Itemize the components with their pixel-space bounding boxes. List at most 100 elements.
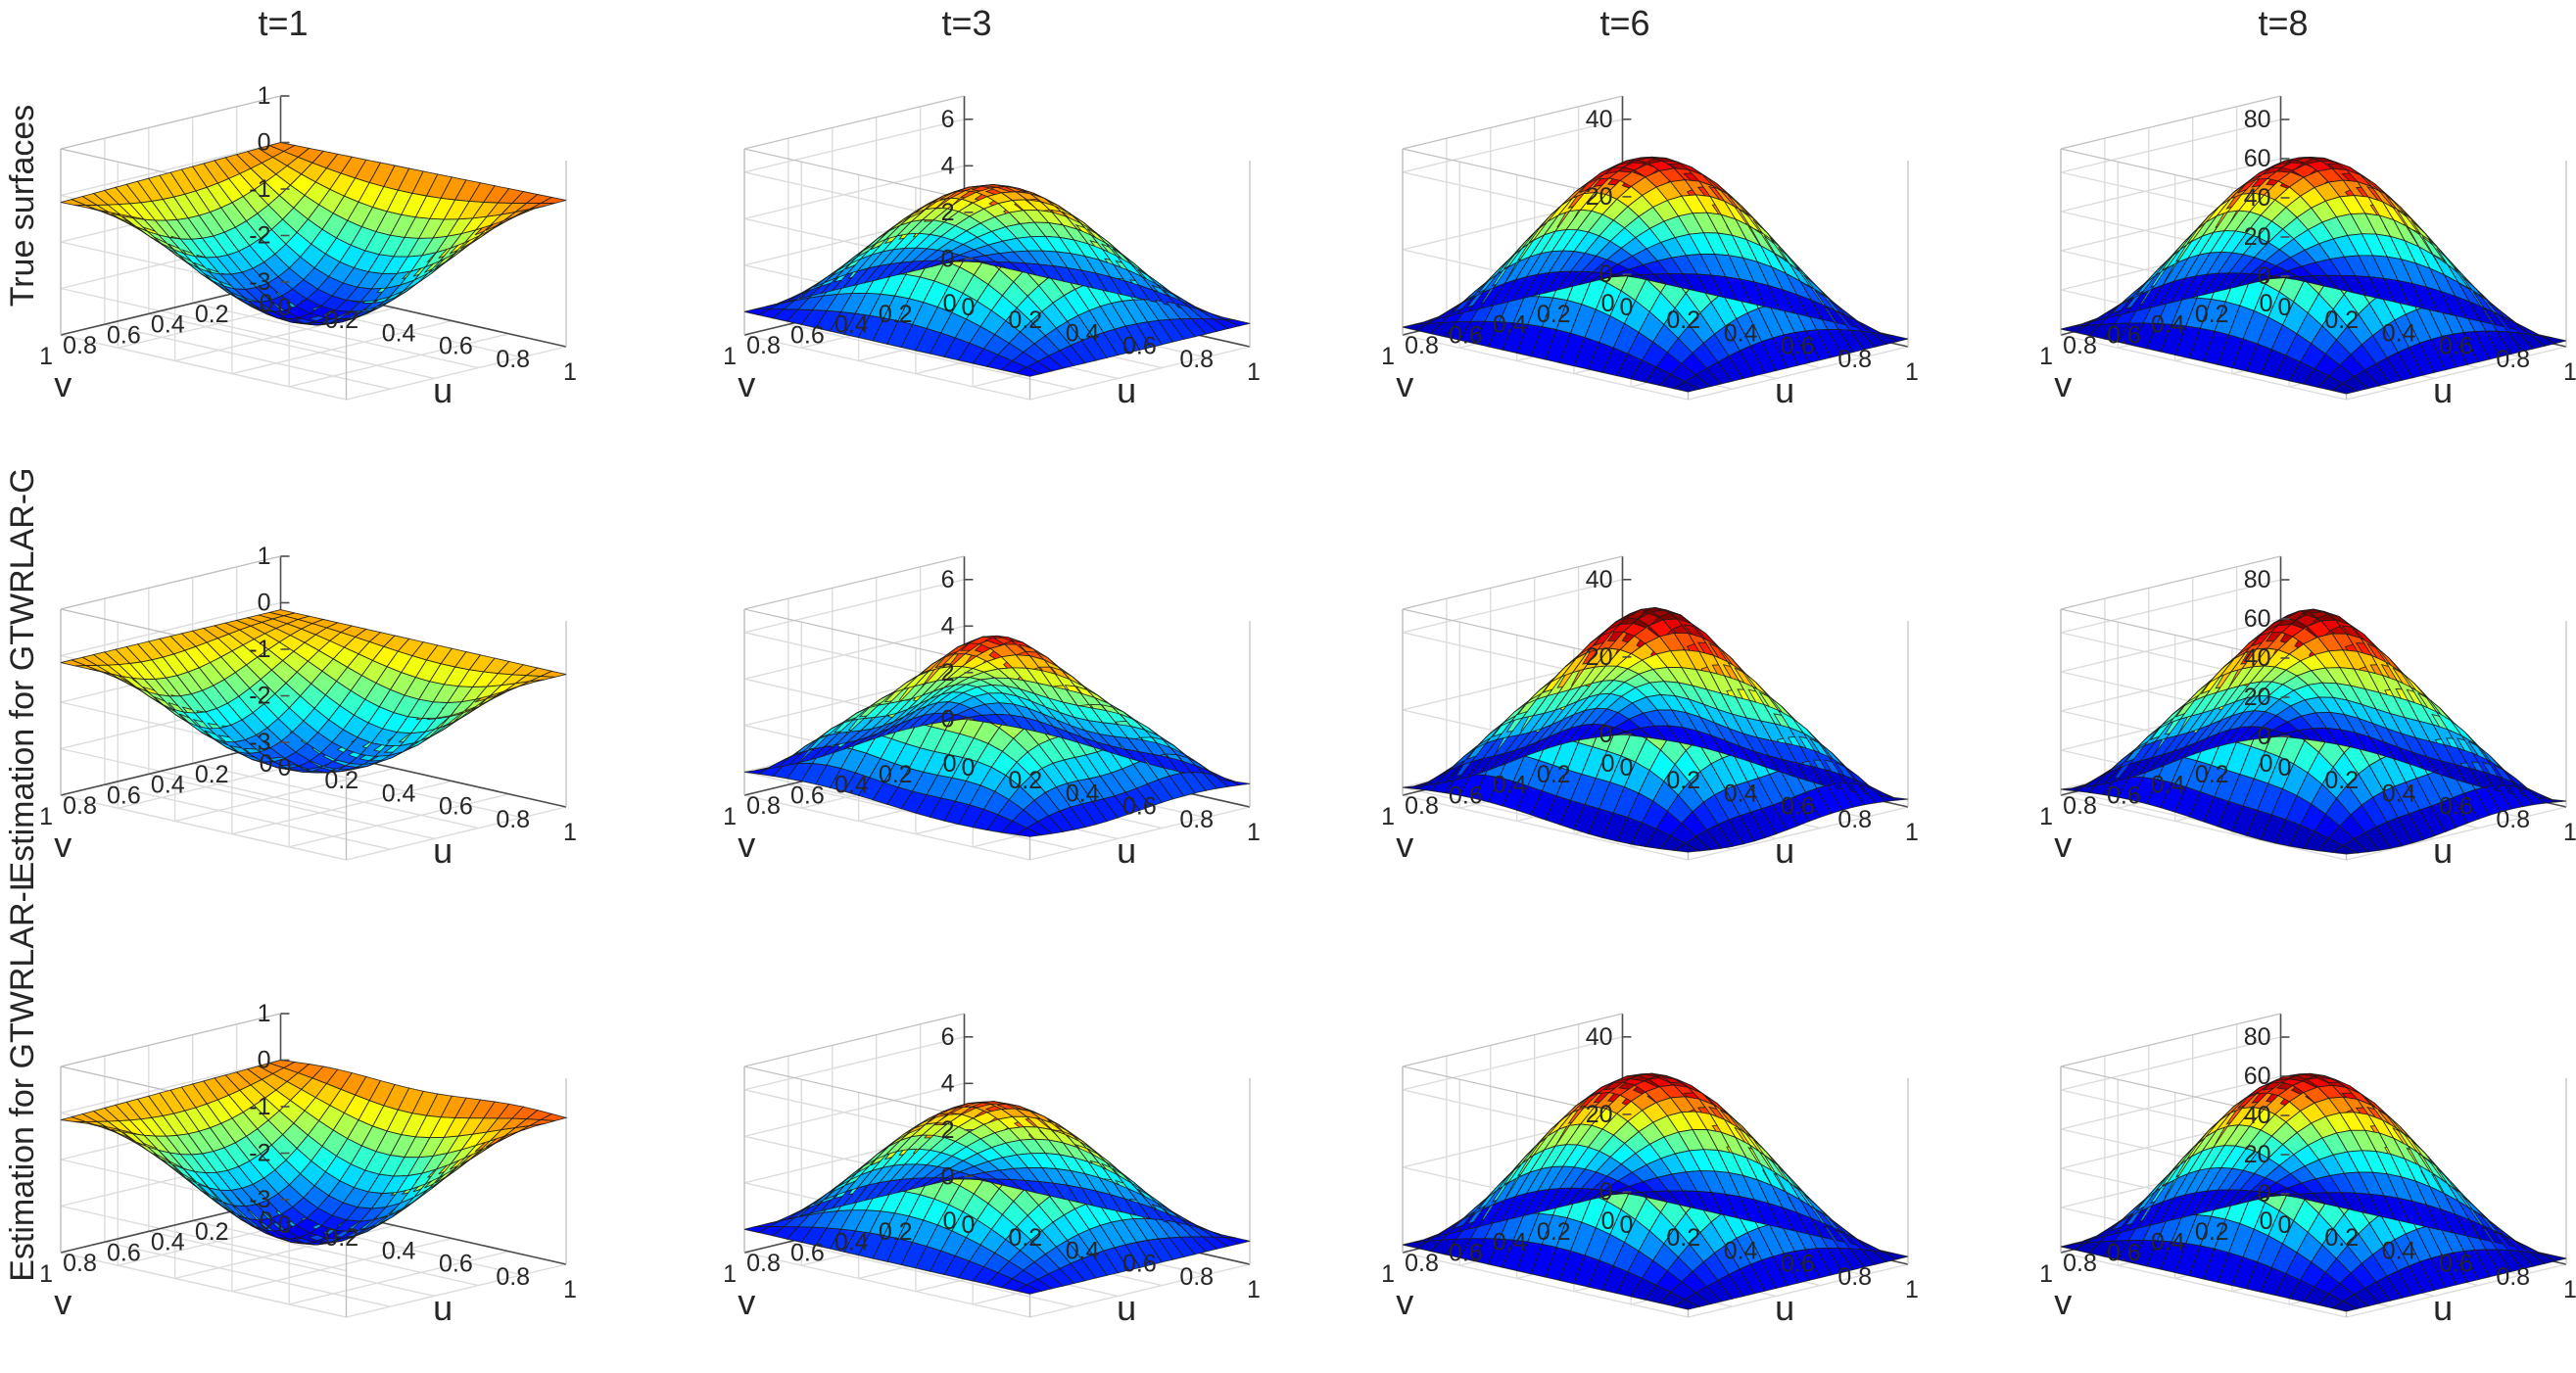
x-axis-label: u <box>1117 830 1136 871</box>
z-tick-label: 4 <box>941 612 955 639</box>
u-tick-label: 0.2 <box>2324 767 2359 794</box>
u-tick-label: 1 <box>1905 358 1919 386</box>
panel-r2-c1: 10-1-2-30 0.2 0.4 0.6 0.8 11 0.8 0.6 0.4 0.2 0uv <box>39 543 577 871</box>
z-tick-label: -1 <box>249 1093 270 1120</box>
v-tick-label: 0.2 <box>1537 1218 1571 1246</box>
z-tick-label: 40 <box>1586 106 1613 133</box>
v-tick-label: 0 <box>260 750 273 778</box>
v-tick-label: 0.2 <box>879 1218 913 1246</box>
u-tick-label: 0.8 <box>1837 346 1872 373</box>
z-tick-label: 2 <box>941 1116 955 1144</box>
z-tick-label: -2 <box>249 683 270 710</box>
x-axis-label: u <box>1775 1288 1794 1328</box>
z-tick-label: 80 <box>2244 566 2271 593</box>
u-tick-label: 0.2 <box>1008 1224 1042 1252</box>
u-tick-label: 0.4 <box>1724 780 1758 807</box>
z-tick-label: 0 <box>258 590 271 617</box>
v-tick-label: 0.2 <box>195 1218 229 1246</box>
column-title: t=3 <box>941 3 991 43</box>
v-tick-label: 0 <box>943 1207 957 1235</box>
v-tick-label: 1 <box>39 343 53 370</box>
v-tick-label: 0.8 <box>1405 332 1439 359</box>
v-tick-label: 0.2 <box>879 301 913 328</box>
z-tick-label: 80 <box>2244 106 2271 133</box>
y-axis-label: v <box>1396 825 1413 865</box>
u-tick-label: 1 <box>1905 819 1919 846</box>
u-tick-label: 0.2 <box>324 767 358 794</box>
u-tick-label: 0.2 <box>1666 767 1700 794</box>
z-tick-label: 0 <box>941 245 955 272</box>
y-axis-label: v <box>54 364 72 404</box>
u-tick-label: 0.6 <box>1781 333 1815 360</box>
z-tick-label: 0 <box>2258 723 2271 750</box>
u-tick-label: 0.8 <box>1179 1263 1214 1291</box>
z-tick-label: 0 <box>2258 262 2271 290</box>
y-axis-label: v <box>54 1282 72 1322</box>
v-tick-label: 1 <box>39 803 53 830</box>
y-axis-label: v <box>2054 364 2072 404</box>
u-tick-label: 0 <box>2278 754 2292 781</box>
v-tick-label: 0.4 <box>151 772 185 799</box>
v-tick-label: 0.4 <box>835 1229 869 1256</box>
u-tick-label: 1 <box>2563 819 2576 846</box>
u-tick-label: 1 <box>563 1276 577 1303</box>
v-tick-label: 0 <box>1601 1207 1615 1235</box>
u-tick-label: 0 <box>278 294 292 321</box>
u-tick-label: 0.2 <box>1008 307 1042 334</box>
surface-r1-c1 <box>60 142 567 326</box>
v-tick-label: 0.2 <box>1537 761 1571 788</box>
u-tick-label: 0.6 <box>1122 793 1157 821</box>
surface-r3-c1 <box>60 1060 568 1246</box>
v-tick-label: 0 <box>1601 750 1615 778</box>
z-tick-label: 60 <box>2244 605 2271 633</box>
x-axis-label: u <box>1775 370 1794 410</box>
v-tick-label: 0.4 <box>1493 1229 1527 1256</box>
u-tick-label: 0.4 <box>1724 319 1758 347</box>
u-tick-label: 0.8 <box>496 1263 530 1291</box>
u-tick-label: 0.4 <box>382 1237 416 1264</box>
v-tick-label: 0.6 <box>107 781 141 809</box>
x-axis-label: u <box>1117 1288 1136 1328</box>
u-tick-label: 0 <box>962 754 976 781</box>
u-tick-label: 0 <box>962 294 976 321</box>
v-tick-label: 1 <box>1381 803 1395 830</box>
v-tick-label: 0.6 <box>1449 781 1483 809</box>
surface-r1-c4 <box>2060 156 2567 395</box>
panels: 10-1-2-30 0.2 0.4 0.6 0.8 11 0.8 0.6 0.4 0.2 0uvt=… <box>39 3 2576 1328</box>
z-tick-label: 6 <box>941 106 955 133</box>
surface-r2-c1 <box>60 609 567 774</box>
v-tick-label: 0 <box>2260 750 2273 778</box>
v-tick-label: 0.6 <box>107 321 141 349</box>
v-tick-label: 0.6 <box>1449 1239 1483 1266</box>
v-tick-label: 0 <box>2260 290 2273 317</box>
z-tick-label: 0 <box>941 1162 955 1190</box>
x-axis-label: u <box>433 830 453 871</box>
z-tick-label: 6 <box>941 566 955 593</box>
u-tick-label: 0.6 <box>1781 793 1815 821</box>
v-tick-label: 0.4 <box>151 1229 185 1256</box>
z-tick-label: 20 <box>1586 183 1613 211</box>
u-tick-label: 0.2 <box>324 1224 358 1252</box>
u-tick-label: 0.8 <box>496 346 530 373</box>
v-tick-label: 0.2 <box>195 761 229 788</box>
v-tick-label: 0.2 <box>2195 761 2229 788</box>
v-tick-label: 0.8 <box>63 332 97 359</box>
z-tick-label: 1 <box>258 1000 271 1027</box>
surface-cell <box>540 196 567 204</box>
y-axis-label: v <box>2054 825 2072 865</box>
u-tick-label: 0.8 <box>2496 346 2530 373</box>
v-tick-label: 0 <box>1601 290 1615 317</box>
v-tick-label: 0.4 <box>2151 311 2185 339</box>
v-tick-label: 0.6 <box>2107 321 2141 349</box>
u-tick-label: 1 <box>563 819 577 846</box>
surface-r3-c4 <box>2060 1072 2567 1312</box>
z-tick-label: -1 <box>249 175 270 203</box>
u-tick-label: 0.6 <box>2439 793 2473 821</box>
z-tick-label: 1 <box>258 543 271 570</box>
y-axis-label: v <box>1396 1282 1413 1322</box>
